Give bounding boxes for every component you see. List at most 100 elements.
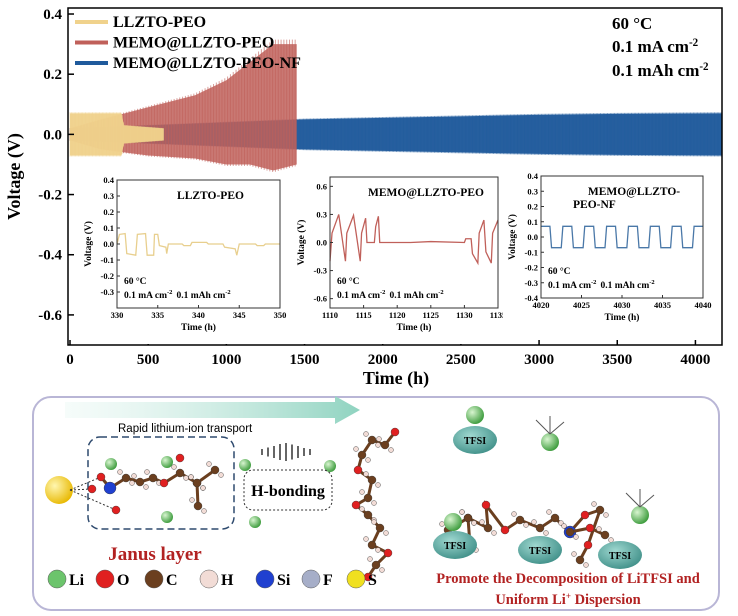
atom-H	[188, 474, 194, 480]
inset-x-tick-label: 1130	[456, 310, 473, 320]
inset-chart-2: -0.4 -0.3 -0.2 -0.1 0.0 0.1 0.2 0.3 0.4 4020 4025 4…	[503, 168, 713, 334]
atom-H	[375, 547, 381, 553]
atom-C	[565, 527, 575, 537]
inset-x-tick-label: 4020	[533, 300, 550, 310]
hbond-label: H-bonding	[251, 483, 325, 500]
tfsi-label: TFSI	[444, 541, 466, 552]
inset-y-tick-label: 0.1	[527, 217, 538, 227]
tfsi-anion: TFSI	[453, 426, 497, 454]
atom-C	[357, 450, 367, 460]
x-axis-label: Time (h)	[363, 368, 429, 389]
atom-O	[583, 540, 593, 550]
inset-background	[79, 172, 290, 344]
x-tick-label: 1500	[290, 352, 320, 368]
inset-y-tick-label: -0.1	[101, 255, 114, 265]
inset-y-tick-label: -0.3	[101, 287, 114, 297]
atom-O	[585, 523, 595, 533]
y-tick-label: -0.6	[38, 308, 62, 324]
atom-C	[595, 505, 605, 515]
molecule	[561, 523, 614, 543]
result-line-2a: Uniform Li	[495, 592, 565, 608]
capacity-annotation: 0.1 mAh cm-2	[612, 61, 709, 80]
li-ion	[541, 433, 559, 451]
current-annotation-exp: -2	[689, 37, 699, 49]
atom-C	[550, 513, 560, 523]
atom-O	[580, 510, 590, 520]
inset-x-tick-label: 1110	[322, 310, 338, 320]
atom-H	[129, 480, 135, 486]
atom-C	[121, 473, 131, 483]
inset-x-tick-label: 345	[233, 310, 246, 320]
motion-arrows-icon	[535, 416, 565, 435]
atom-C	[600, 530, 610, 540]
atom-H	[379, 567, 385, 573]
tfsi-label: TFSI	[464, 436, 486, 447]
atom-H	[479, 519, 485, 525]
atom-C	[210, 465, 220, 475]
atom-O	[383, 548, 393, 558]
inset-temp: 60 °C	[337, 276, 360, 287]
coordination-line	[69, 489, 117, 511]
atom-legend-swatch	[144, 569, 164, 589]
atom-legend-swatch	[346, 569, 366, 589]
atom-C	[367, 435, 377, 445]
x-tick-label: 3500	[602, 352, 632, 368]
inset-current: 0.1 mA cm	[124, 291, 167, 301]
atom-legend-label: Li	[69, 572, 85, 589]
atom-H	[171, 464, 177, 470]
atom-H	[573, 534, 579, 540]
inset-conditions: 0.1 mA cm-2 0.1 mAh cm-2	[124, 289, 231, 301]
current-annotation: 0.1 mA cm-2	[612, 37, 699, 56]
y-axis-label: Voltage (V)	[4, 133, 25, 220]
atom-C	[463, 513, 473, 523]
inset-y-tick-label: 0.3	[103, 191, 114, 201]
inset-y-tick-label: 0.4	[527, 171, 538, 181]
inset-capacity-exp: -2	[438, 289, 443, 296]
inset-capacity: 0.1 mAh cm	[600, 281, 649, 291]
atom-H	[491, 530, 497, 536]
inset-x-tick-label: 1115	[356, 310, 372, 320]
atom-C	[515, 515, 525, 525]
inset-x-tick-label: 330	[111, 310, 124, 320]
plot-frame	[67, 7, 723, 346]
inset-capacity: 0.1 mAh cm	[389, 291, 438, 301]
atom-H	[363, 431, 369, 437]
atom-legend-label: C	[166, 572, 178, 589]
atom-C	[367, 475, 377, 485]
atom-legend-item: Li	[47, 569, 85, 589]
atom-C	[380, 440, 390, 450]
inset-title: MEMO@LLZTO-PEO	[368, 187, 484, 199]
atom-H	[583, 562, 589, 568]
atom-H	[117, 469, 123, 475]
tfsi-label: TFSI	[529, 546, 551, 557]
tfsi-ellipse	[433, 531, 477, 559]
atom-legend-item: Si	[255, 569, 291, 589]
inset-y-tick-label: -0.6	[314, 294, 327, 304]
atom-H	[359, 506, 365, 512]
li-ion	[631, 506, 649, 524]
atom-C	[483, 523, 493, 533]
y-tick-label: 0.0	[43, 127, 62, 143]
inset-background	[292, 169, 508, 344]
legend-label: LLZTO-PEO	[113, 14, 206, 31]
motion-arrow	[625, 492, 641, 508]
atom-O	[390, 427, 400, 437]
inset-x-tick-label: 4030	[614, 300, 631, 310]
atom-legend-swatch	[47, 569, 67, 589]
inset-title: MEMO@LLZTO-	[588, 186, 680, 198]
atom-H	[376, 436, 382, 442]
inset-temp: 60 °C	[548, 266, 571, 277]
atom-H	[471, 520, 477, 526]
atom-H	[143, 484, 149, 490]
inset-x-tick-label: 1135	[490, 310, 507, 320]
inset-y-tick-label: 0.3	[527, 186, 538, 196]
atom-C	[363, 510, 373, 520]
atom-legend-swatch	[255, 569, 275, 589]
x-tick-label: 4000	[680, 352, 710, 368]
tfsi-ellipse	[453, 426, 497, 454]
li-ion	[105, 458, 117, 470]
inset-y-label: Voltage (V)	[296, 220, 307, 266]
atom-H	[591, 501, 597, 507]
atom-H	[383, 530, 389, 536]
atom-O	[175, 453, 185, 463]
